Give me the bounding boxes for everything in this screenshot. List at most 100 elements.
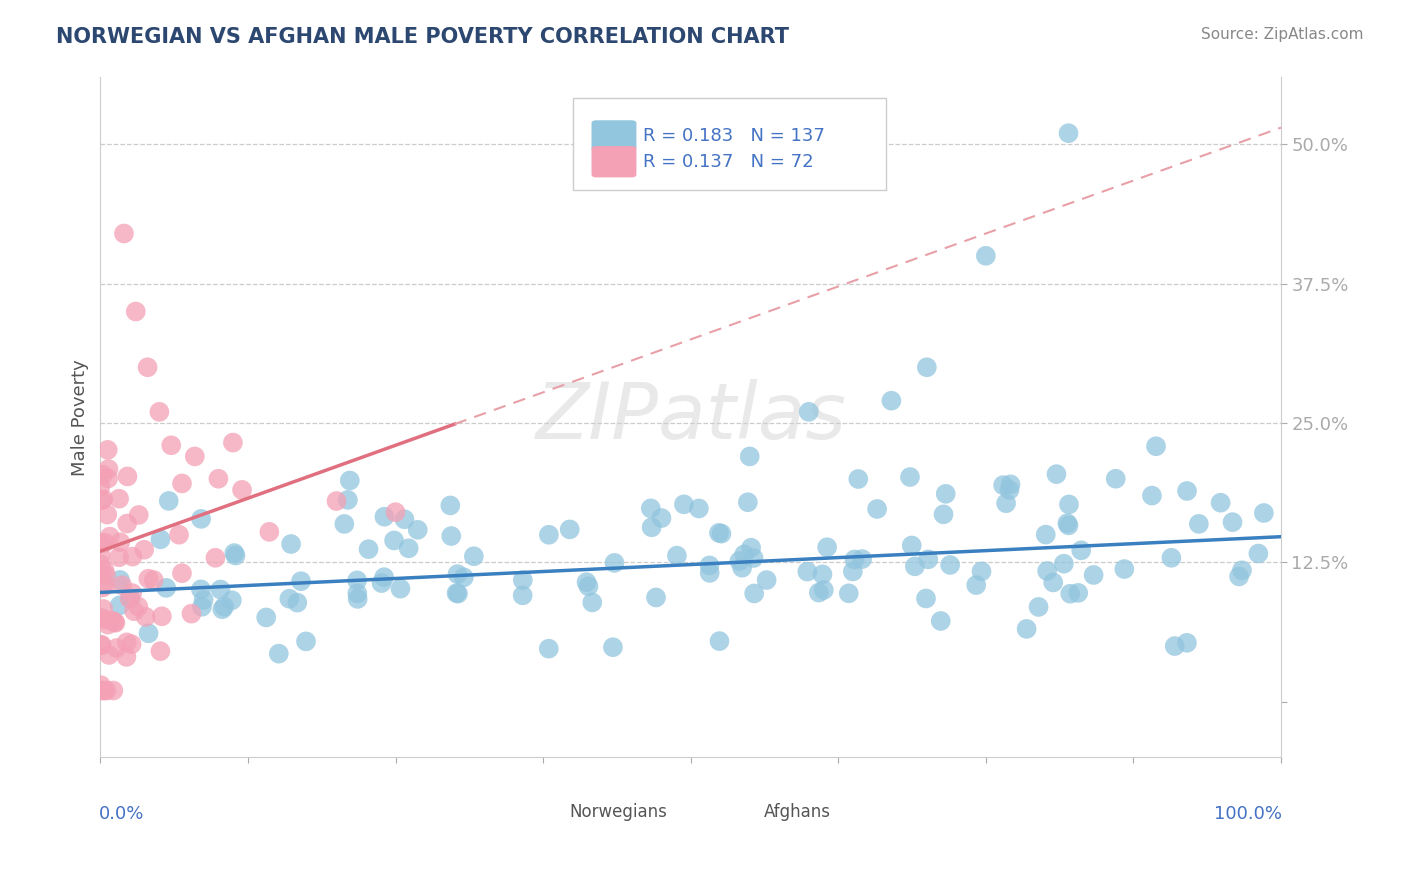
Point	[453, 570, 475, 584]
Point	[101, 614, 124, 628]
Point	[149, 644, 172, 658]
Point	[446, 567, 468, 582]
FancyBboxPatch shape	[527, 799, 564, 824]
Point	[112, 227, 135, 241]
Point	[1057, 498, 1080, 512]
Point	[115, 635, 138, 649]
Point	[1042, 575, 1064, 590]
Point	[1036, 564, 1059, 578]
Point	[1057, 518, 1080, 533]
Point	[373, 509, 395, 524]
Point	[180, 607, 202, 621]
Point	[737, 495, 759, 509]
Point	[1067, 586, 1090, 600]
Point	[170, 476, 193, 491]
Point	[108, 573, 131, 587]
Point	[346, 586, 368, 600]
Text: 0.0%: 0.0%	[100, 805, 145, 823]
Point	[838, 586, 860, 600]
Point	[581, 595, 603, 609]
Point	[1247, 547, 1270, 561]
Point	[108, 599, 131, 613]
Point	[325, 494, 347, 508]
Point	[90, 683, 112, 698]
Point	[142, 573, 165, 587]
Point	[851, 552, 873, 566]
FancyBboxPatch shape	[723, 799, 759, 824]
Point	[1105, 472, 1128, 486]
Point	[974, 249, 997, 263]
Point	[225, 549, 247, 563]
Text: ZIPatlas: ZIPatlas	[536, 379, 846, 456]
Point	[211, 602, 233, 616]
Point	[796, 565, 818, 579]
Text: 100.0%: 100.0%	[1215, 805, 1282, 823]
Point	[463, 549, 485, 564]
Point	[1053, 557, 1076, 571]
Point	[157, 494, 180, 508]
Point	[295, 634, 318, 648]
Point	[138, 572, 160, 586]
Point	[1070, 543, 1092, 558]
Point	[96, 508, 118, 522]
Point	[382, 533, 405, 548]
Point	[813, 582, 835, 597]
Point	[115, 516, 138, 531]
Point	[91, 602, 114, 616]
Point	[280, 537, 302, 551]
Point	[447, 586, 470, 600]
Point	[190, 512, 212, 526]
Point	[440, 529, 463, 543]
Point	[97, 471, 120, 485]
Point	[89, 566, 111, 580]
Point	[1222, 515, 1244, 529]
Point	[731, 560, 754, 574]
Point	[699, 566, 721, 580]
Point	[446, 586, 468, 600]
Point	[1114, 562, 1136, 576]
Point	[121, 586, 143, 600]
Point	[346, 591, 368, 606]
Point	[1188, 516, 1211, 531]
Text: Source: ZipAtlas.com: Source: ZipAtlas.com	[1201, 27, 1364, 42]
Point	[970, 565, 993, 579]
Point	[558, 522, 581, 536]
Point	[125, 304, 148, 318]
Point	[224, 546, 246, 560]
Point	[127, 599, 149, 614]
Point	[929, 614, 952, 628]
Point	[384, 505, 406, 519]
Point	[91, 581, 114, 595]
Point	[90, 558, 112, 572]
Point	[1160, 550, 1182, 565]
Point	[135, 610, 157, 624]
Point	[121, 549, 143, 564]
Point	[97, 462, 120, 476]
Point	[373, 570, 395, 584]
Text: NORWEGIAN VS AFGHAN MALE POVERTY CORRELATION CHART: NORWEGIAN VS AFGHAN MALE POVERTY CORRELA…	[56, 27, 789, 46]
Point	[866, 502, 889, 516]
Point	[90, 611, 112, 625]
Point	[932, 508, 955, 522]
Point	[815, 540, 838, 554]
Point	[740, 541, 762, 555]
Point	[537, 641, 560, 656]
Point	[136, 360, 159, 375]
Point	[108, 550, 131, 565]
Point	[94, 613, 117, 627]
Point	[90, 549, 112, 563]
Point	[204, 550, 226, 565]
Point	[1230, 563, 1253, 577]
Point	[842, 565, 865, 579]
Point	[94, 578, 117, 592]
FancyBboxPatch shape	[592, 120, 637, 152]
Point	[900, 539, 922, 553]
Point	[193, 593, 215, 607]
Point	[89, 480, 111, 494]
FancyBboxPatch shape	[572, 98, 886, 190]
Point	[93, 563, 115, 577]
Point	[336, 492, 359, 507]
Point	[222, 435, 245, 450]
Point	[103, 615, 125, 629]
Point	[98, 530, 121, 544]
